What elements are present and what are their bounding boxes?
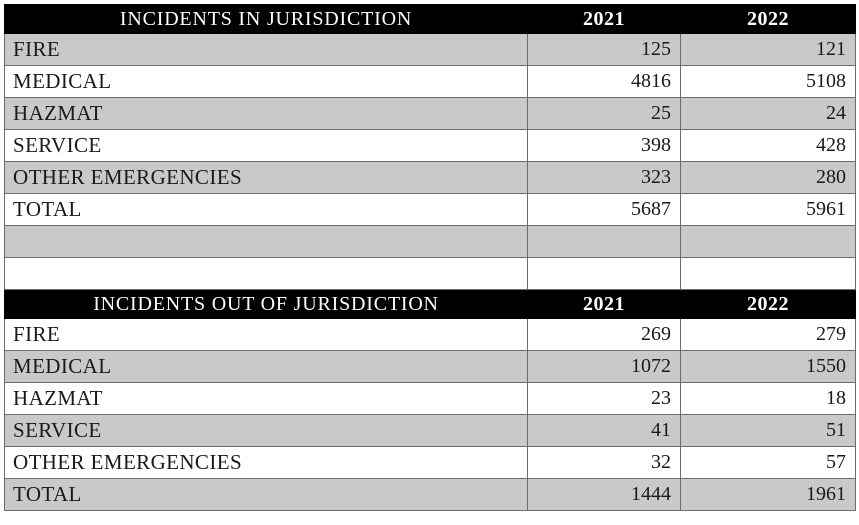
value-2021: 32	[527, 446, 681, 479]
row-label: FIRE	[4, 318, 528, 351]
table-row-other-emergencies: OTHER EMERGENCIES 32 57	[4, 446, 856, 479]
out-jurisdiction-title: INCIDENTS OUT OF JURISDICTION	[4, 289, 528, 319]
value-2021: 5687	[527, 193, 681, 226]
out-jurisdiction-header-row: INCIDENTS OUT OF JURISDICTION 2021 2022	[4, 289, 856, 319]
value-2021: 323	[527, 161, 681, 194]
value-2021: 4816	[527, 65, 681, 98]
value-2022: 5108	[680, 65, 856, 98]
in-jurisdiction-title: INCIDENTS IN JURISDICTION	[4, 4, 528, 34]
value-2021: 25	[527, 97, 681, 130]
value-2022: 24	[680, 97, 856, 130]
value-2021: 269	[527, 318, 681, 351]
table-row-total: TOTAL 1444 1961	[4, 478, 856, 511]
row-label: TOTAL	[4, 193, 528, 226]
table-row-medical: MEDICAL 1072 1550	[4, 350, 856, 383]
row-label: TOTAL	[4, 478, 528, 511]
table-row-fire: FIRE 125 121	[4, 33, 856, 66]
out-jurisdiction-year-2021: 2021	[527, 289, 681, 319]
spacer-row	[4, 257, 856, 290]
table-row-medical: MEDICAL 4816 5108	[4, 65, 856, 98]
value-2021: 1444	[527, 478, 681, 511]
value-2022: 1961	[680, 478, 856, 511]
value-2022: 5961	[680, 193, 856, 226]
value-2022: 1550	[680, 350, 856, 383]
row-label: MEDICAL	[4, 350, 528, 383]
incidents-table: INCIDENTS IN JURISDICTION 2021 2022 FIRE…	[4, 4, 856, 511]
table-row-fire: FIRE 269 279	[4, 318, 856, 351]
value-2022: 18	[680, 382, 856, 415]
empty-cell	[4, 257, 528, 290]
value-2022: 57	[680, 446, 856, 479]
empty-cell	[680, 225, 856, 258]
row-label: HAZMAT	[4, 382, 528, 415]
row-label: SERVICE	[4, 129, 528, 162]
value-2021: 398	[527, 129, 681, 162]
in-jurisdiction-year-2021: 2021	[527, 4, 681, 34]
value-2022: 428	[680, 129, 856, 162]
value-2021: 41	[527, 414, 681, 447]
value-2021: 1072	[527, 350, 681, 383]
in-jurisdiction-year-2022: 2022	[680, 4, 856, 34]
value-2021: 23	[527, 382, 681, 415]
spacer-row	[4, 225, 856, 258]
empty-cell	[680, 257, 856, 290]
table-row-service: SERVICE 398 428	[4, 129, 856, 162]
table-row-service: SERVICE 41 51	[4, 414, 856, 447]
table-row-total: TOTAL 5687 5961	[4, 193, 856, 226]
value-2022: 51	[680, 414, 856, 447]
row-label: FIRE	[4, 33, 528, 66]
value-2022: 280	[680, 161, 856, 194]
table-row-hazmat: HAZMAT 25 24	[4, 97, 856, 130]
row-label: OTHER EMERGENCIES	[4, 446, 528, 479]
row-label: OTHER EMERGENCIES	[4, 161, 528, 194]
value-2022: 121	[680, 33, 856, 66]
table-row-hazmat: HAZMAT 23 18	[4, 382, 856, 415]
empty-cell	[4, 225, 528, 258]
value-2022: 279	[680, 318, 856, 351]
out-jurisdiction-year-2022: 2022	[680, 289, 856, 319]
row-label: MEDICAL	[4, 65, 528, 98]
empty-cell	[527, 257, 681, 290]
in-jurisdiction-header-row: INCIDENTS IN JURISDICTION 2021 2022	[4, 4, 856, 34]
table-row-other-emergencies: OTHER EMERGENCIES 323 280	[4, 161, 856, 194]
row-label: SERVICE	[4, 414, 528, 447]
empty-cell	[527, 225, 681, 258]
row-label: HAZMAT	[4, 97, 528, 130]
value-2021: 125	[527, 33, 681, 66]
